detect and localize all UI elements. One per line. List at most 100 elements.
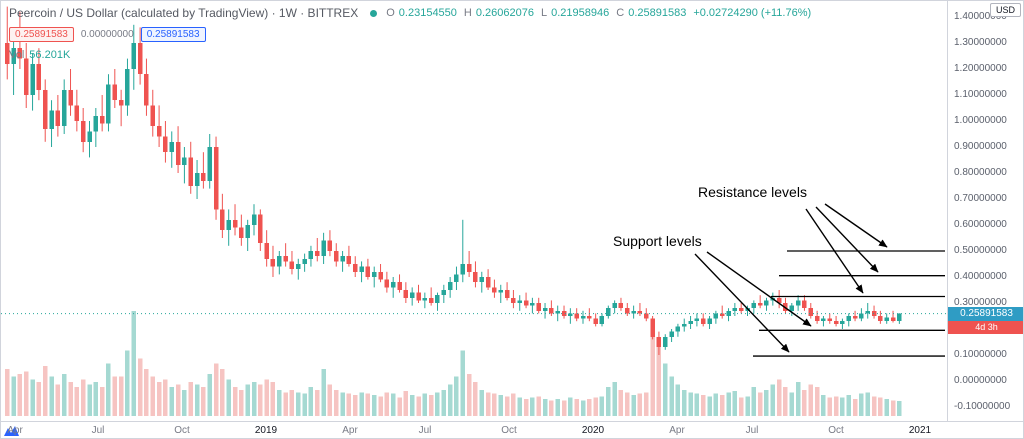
volume-bar: [5, 368, 10, 416]
candle: [17, 48, 23, 59]
volume-bar: [359, 392, 364, 416]
candle: [359, 266, 364, 272]
volume-bar: [422, 393, 428, 416]
ohlc-high-value: 0.26062076: [475, 7, 534, 19]
time-axis-label: Jul: [91, 425, 105, 436]
volume-bar: [201, 387, 206, 416]
volume-bar: [574, 398, 579, 416]
resistance-levels-label[interactable]: Resistance levels: [698, 184, 807, 200]
candle: [897, 313, 902, 321]
volume-bar: [23, 371, 29, 416]
price-axis-label: 0.80000000: [954, 167, 1007, 178]
candle: [536, 303, 541, 311]
volume-bar: [93, 381, 99, 416]
candle: [504, 290, 510, 298]
candle: [277, 256, 282, 267]
candle: [827, 318, 833, 322]
candle: [99, 115, 105, 124]
candle: [365, 266, 371, 277]
volume-bar: [568, 397, 573, 416]
candle: [93, 115, 99, 132]
annotation-arrow[interactable]: [805, 208, 864, 294]
price-label-blue[interactable]: 0.25891583: [140, 27, 206, 42]
candle: [814, 316, 820, 322]
volume-bar: [308, 387, 314, 416]
volume-bar: [226, 379, 231, 416]
annotation-arrow[interactable]: [824, 203, 888, 248]
symbol-title[interactable]: Peercoin / US Dollar (calculated by Trad…: [9, 6, 359, 20]
candle: [631, 310, 636, 314]
volume-bar: [334, 389, 339, 416]
volume-bar: [169, 387, 175, 416]
candle: [593, 318, 598, 324]
volume-bar: [74, 387, 80, 416]
volume-row: Vol 56.201K: [9, 49, 70, 61]
volume-bar: [473, 381, 478, 416]
candle: [30, 63, 35, 95]
tradingview-logo-icon[interactable]: [4, 425, 20, 438]
candle: [561, 310, 567, 316]
candle: [150, 105, 156, 127]
candle: [106, 84, 111, 124]
candle: [587, 316, 592, 319]
candle: [498, 290, 504, 293]
candle: [213, 147, 219, 210]
volume-bar: [555, 398, 560, 416]
candle: [352, 264, 358, 272]
candle: [884, 317, 889, 322]
candle: [732, 308, 738, 311]
support-levels-label[interactable]: Support levels: [613, 233, 702, 249]
volume-bar: [447, 384, 453, 416]
volume-bar: [492, 393, 497, 416]
candle: [112, 84, 118, 101]
candle: [144, 74, 149, 106]
volume-bar: [156, 381, 162, 416]
price-axis-label: 1.10000000: [954, 89, 1007, 100]
volume-bar: [327, 384, 333, 416]
price-axis-label: -0.10000000: [954, 401, 1011, 412]
candle: [74, 105, 80, 121]
annotation-arrow[interactable]: [815, 206, 879, 273]
candle: [795, 300, 801, 306]
candle: [707, 318, 712, 324]
annotation-arrow[interactable]: [694, 253, 790, 353]
candle: [334, 251, 339, 262]
price-axis-label: 0.30000000: [954, 297, 1007, 308]
volume-bar: [726, 392, 731, 416]
candle: [428, 297, 434, 303]
time-axis-label: Apr: [669, 425, 685, 436]
volume-bar: [669, 376, 674, 416]
volume-bar: [264, 379, 269, 416]
candle: [840, 321, 845, 324]
volume-bar: [30, 379, 35, 416]
volume-bar: [340, 392, 345, 416]
currency-label[interactable]: USD: [989, 3, 1021, 17]
candle: [416, 292, 421, 301]
volume-bar: [707, 396, 712, 416]
volume-bar: [466, 374, 472, 416]
volume-bar: [713, 393, 719, 416]
volume-bar: [106, 363, 111, 416]
candle: [681, 323, 687, 327]
candle: [118, 100, 124, 106]
volume-bar: [587, 398, 592, 416]
ohlc-low-letter: L: [541, 7, 548, 19]
volume-bar: [118, 376, 124, 416]
volume-bar: [542, 398, 548, 416]
annotation-arrow[interactable]: [706, 251, 812, 327]
price-label-red[interactable]: 0.25891583: [9, 27, 74, 42]
ohlc-close-letter: C: [616, 7, 625, 19]
price-axis-label: 0.00000000: [954, 375, 1007, 386]
volume-bar: [865, 392, 870, 416]
time-axis[interactable]: Apr Jul Oct 2019 Apr Jul Oct 2020 Apr Jul Oct 2021: [1, 421, 1023, 438]
volume-bar: [618, 389, 624, 416]
price-chart-plot[interactable]: [1, 1, 947, 421]
time-axis-label: Jul: [745, 425, 759, 436]
ohlc-low-value: 0.21958946: [551, 7, 610, 19]
time-axis-label: Jul: [418, 425, 432, 436]
volume-bar: [150, 376, 156, 416]
price-axis[interactable]: -0.100000000.000000000.100000000.2000000…: [947, 1, 1023, 421]
volume-bar: [365, 393, 371, 416]
volume-bar: [694, 393, 700, 416]
volume-bar: [884, 398, 889, 416]
